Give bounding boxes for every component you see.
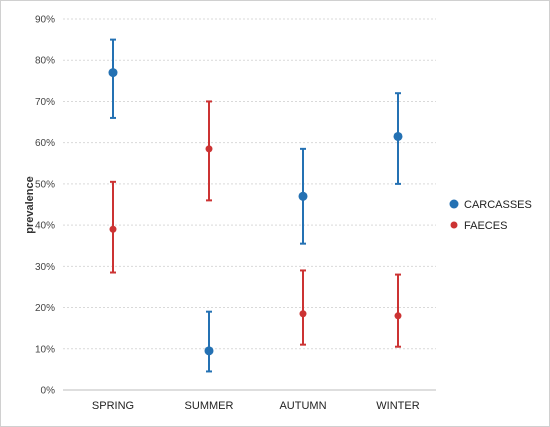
series-faeces (109, 100, 402, 348)
y-tick-label: 0% (41, 386, 56, 397)
y-tick-label: 10% (35, 344, 55, 355)
series-carcasses (108, 38, 403, 373)
y-tick-label: 60% (35, 138, 55, 149)
data-point (205, 145, 213, 153)
legend: CARCASSES FAECES (449, 199, 532, 232)
data-point (298, 191, 308, 201)
legend-label: CARCASSES (464, 199, 532, 211)
gridlines (63, 18, 436, 391)
series-marks (108, 38, 403, 373)
data-point (108, 68, 118, 78)
y-tick-label: 30% (35, 262, 55, 273)
y-tick-label: 80% (35, 56, 55, 67)
data-point (109, 225, 117, 233)
x-tick-label: SPRING (92, 400, 134, 412)
data-point (299, 310, 307, 318)
y-axis-title: prevalence (24, 176, 36, 233)
legend-marker (449, 199, 459, 209)
y-tick-label: 90% (35, 15, 55, 26)
legend-marker (450, 221, 458, 229)
y-tick-label: 50% (35, 179, 55, 190)
data-point (394, 312, 402, 320)
x-tick-label: SUMMER (185, 400, 234, 412)
y-tick-label: 70% (35, 97, 55, 108)
data-point (204, 346, 214, 356)
x-tick-label: WINTER (376, 400, 419, 412)
x-tick-labels: SPRING SUMMER AUTUMN WINTER (92, 400, 420, 412)
y-tick-label: 20% (35, 303, 55, 314)
y-tick-label: 40% (35, 221, 55, 232)
data-point (393, 131, 403, 141)
y-tick-labels: 0% 10% 20% 30% 40% 50% 60% 70% 80% 90% (35, 15, 55, 397)
legend-label: FAECES (464, 220, 507, 232)
x-tick-label: AUTUMN (279, 400, 326, 412)
